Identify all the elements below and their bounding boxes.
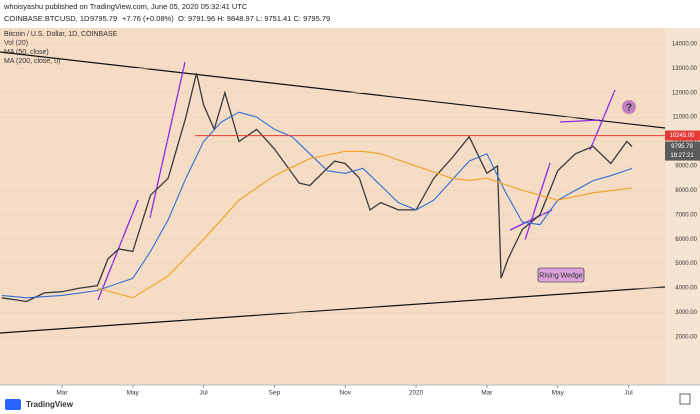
brand-logo [5, 399, 21, 410]
calendar-icon [679, 393, 691, 405]
level-badge [665, 130, 700, 141]
x-tick-label: Nov [339, 390, 351, 397]
last: 9795.79 [90, 14, 117, 23]
x-tick-label: Mar [56, 390, 68, 397]
question: ? [626, 103, 632, 114]
publisher: whoisyashu published on TradingView.com,… [3, 2, 248, 11]
question-badge [622, 100, 636, 114]
y-tick-label: 14000.00 [672, 41, 698, 47]
y-tick-label: 8000.00 [675, 188, 697, 194]
series-line [97, 150, 633, 299]
volume-label: Vol (20) [4, 40, 28, 47]
level-label: 10245.00 [669, 133, 695, 139]
y-tick-label: 6000.00 [675, 237, 697, 243]
x-tick-label: Jul [199, 390, 208, 397]
last-price-label: 9795.79 [671, 144, 693, 150]
y-tick-label: 12000.00 [672, 90, 698, 96]
y-tick-label: 5000.00 [675, 261, 697, 267]
plot-area [0, 28, 665, 385]
chart-title: Bitcoin / U.S. Dollar, 1D, COINBASE [4, 31, 118, 38]
annotation-box [537, 267, 585, 283]
price-axis [665, 28, 700, 385]
symbol: COINBASE:BTCUSD, 1D [4, 14, 90, 23]
brand: TradingView [26, 400, 74, 409]
y-tick-label: 3000.00 [675, 310, 697, 316]
y-tick-label: 11000.00 [672, 115, 697, 121]
annotation: Rising Wedge [539, 272, 583, 279]
y-tick-label: 9000.00 [675, 164, 697, 170]
x-tick-label: 2020 [409, 390, 424, 397]
y-tick-label: 4000.00 [675, 286, 697, 292]
ohlc: O: 9791.96 H: 9848.97 L: 9751.41 C: 9795… [178, 14, 330, 23]
y-tick-label: 2000.00 [675, 334, 697, 340]
trend-line [0, 51, 666, 129]
x-tick-label: Jul [624, 390, 633, 397]
trend-line [0, 286, 666, 334]
countdown: 18:27:21 [670, 153, 694, 159]
change: +7.76 (+0.08%) [122, 14, 174, 23]
legend-entry: MA (200, close, 0) [4, 58, 60, 65]
y-tick-label: 13000.00 [672, 66, 698, 72]
series-line [1, 73, 633, 303]
x-tick-label: Mar [481, 390, 493, 397]
x-tick-label: May [127, 390, 140, 397]
x-tick-label: May [552, 390, 565, 397]
y-tick-label: 7000.00 [675, 212, 697, 218]
legend-entry: MA (50, close) [4, 49, 49, 56]
last-price-badge [665, 141, 700, 161]
x-tick-label: Sep [269, 390, 281, 397]
series-line [1, 111, 633, 299]
